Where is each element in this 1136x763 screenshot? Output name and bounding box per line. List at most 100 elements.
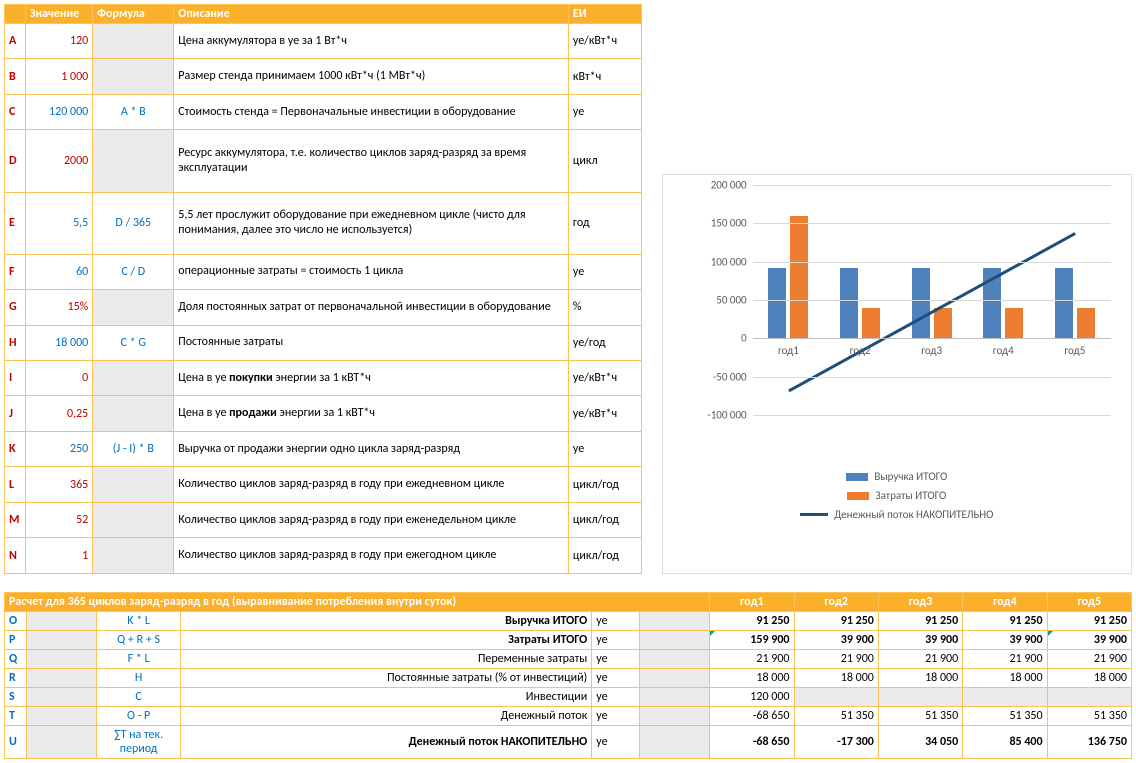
row-value[interactable]: 60: [25, 254, 93, 289]
y-axis-label: 100 000: [687, 255, 747, 268]
row-unit: уе: [592, 726, 640, 759]
row-empty: [639, 612, 709, 631]
row-yearval[interactable]: 91 250: [710, 612, 794, 631]
row-yearval[interactable]: [1047, 688, 1131, 707]
row-desc: Доля постоянных затрат от первоначальной…: [174, 290, 569, 325]
row-yearval[interactable]: 34 050: [878, 726, 962, 759]
row-yearval[interactable]: 39 900: [1047, 631, 1131, 650]
row-unit: уе: [592, 669, 640, 688]
col-value: Значение: [25, 5, 93, 24]
row-yearval[interactable]: -17 300: [794, 726, 878, 759]
row-yearval[interactable]: 91 250: [794, 612, 878, 631]
row-letter: K: [5, 431, 26, 466]
params-row: C120 000A * BСтоимость стенда = Первонач…: [5, 94, 642, 129]
row-value[interactable]: 0,25: [25, 396, 93, 431]
row-yearval[interactable]: 136 750: [1047, 726, 1131, 759]
row-yearval[interactable]: [794, 688, 878, 707]
row-value[interactable]: 120: [25, 24, 93, 59]
x-axis-label: год1: [758, 344, 818, 357]
row-letter: U: [5, 726, 27, 759]
row-blank: [26, 631, 96, 650]
row-unit: уе/кВт*ч: [568, 24, 641, 59]
row-yearval[interactable]: -68 650: [710, 726, 794, 759]
row-formula: H: [96, 669, 180, 688]
row-yearval[interactable]: 51 350: [963, 707, 1047, 726]
row-yearval[interactable]: -68 650: [710, 707, 794, 726]
row-yearval[interactable]: [963, 688, 1047, 707]
row-value[interactable]: 365: [25, 467, 93, 502]
row-yearval[interactable]: 21 900: [794, 650, 878, 669]
row-yearval[interactable]: [878, 688, 962, 707]
col-desc: Описание: [174, 5, 569, 24]
row-letter: B: [5, 59, 26, 94]
row-yearval[interactable]: 18 000: [1047, 669, 1131, 688]
params-row: N1Количество циклов заряд-разряд в году …: [5, 538, 642, 574]
row-yearval[interactable]: 51 350: [878, 707, 962, 726]
row-value[interactable]: 15%: [25, 290, 93, 325]
calc-row: SCИнвестицииуе120 000: [5, 688, 1132, 707]
row-letter: I: [5, 361, 26, 396]
legend-swatch-blue: [846, 473, 868, 481]
legend-item-costs: Затраты ИТОГО: [675, 489, 1119, 502]
row-value[interactable]: 52: [25, 502, 93, 537]
row-yearval[interactable]: 21 900: [1047, 650, 1131, 669]
row-unit: цикл/год: [568, 502, 641, 537]
row-yearval[interactable]: 18 000: [878, 669, 962, 688]
row-desc: Цена аккумулятора в уе за 1 Вт*ч: [174, 24, 569, 59]
row-formula: [93, 24, 174, 59]
row-unit: уе: [592, 612, 640, 631]
row-letter: F: [5, 254, 26, 289]
row-yearval[interactable]: 120 000: [710, 688, 794, 707]
row-yearval[interactable]: 18 000: [794, 669, 878, 688]
row-unit: цикл: [568, 130, 641, 192]
row-formula: [93, 130, 174, 192]
row-yearval[interactable]: 51 350: [1047, 707, 1131, 726]
row-value[interactable]: 18 000: [25, 325, 93, 360]
row-letter: Q: [5, 650, 27, 669]
row-value[interactable]: 1: [25, 538, 93, 574]
chart-legend: Выручка ИТОГО Затраты ИТОГО Денежный пот…: [675, 470, 1119, 521]
row-yearval[interactable]: 21 900: [963, 650, 1047, 669]
row-yearval[interactable]: 91 250: [963, 612, 1047, 631]
params-row: M52Количество циклов заряд-разряд в году…: [5, 502, 642, 537]
row-value[interactable]: 0: [25, 361, 93, 396]
row-yearval[interactable]: 91 250: [878, 612, 962, 631]
row-yearval[interactable]: 39 900: [963, 631, 1047, 650]
col-year: год1: [710, 593, 794, 612]
row-yearval[interactable]: 85 400: [963, 726, 1047, 759]
gridline: [753, 338, 1111, 339]
row-yearval[interactable]: 159 900: [710, 631, 794, 650]
row-yearval[interactable]: 39 900: [794, 631, 878, 650]
gridline: [753, 377, 1111, 378]
row-letter: H: [5, 325, 26, 360]
row-desc: Ресурс аккумулятора, т.е. количество цик…: [174, 130, 569, 192]
row-value[interactable]: 120 000: [25, 94, 93, 129]
row-empty: [639, 631, 709, 650]
gridline: [753, 300, 1111, 301]
row-value[interactable]: 5,5: [25, 192, 93, 254]
row-unit: цикл/год: [568, 467, 641, 502]
col-year: год4: [963, 593, 1047, 612]
row-value[interactable]: 1 000: [25, 59, 93, 94]
params-row: B1 000Размер стенда принимаем 1000 кВт*ч…: [5, 59, 642, 94]
row-value[interactable]: 2000: [25, 130, 93, 192]
row-yearval[interactable]: 18 000: [710, 669, 794, 688]
legend-label: Затраты ИТОГО: [875, 489, 946, 502]
row-formula: [93, 361, 174, 396]
params-row: J0,25Цена в уе продажи энергии за 1 кВТ*…: [5, 396, 642, 431]
row-value[interactable]: 250: [25, 431, 93, 466]
row-yearval[interactable]: 18 000: [963, 669, 1047, 688]
row-yearval[interactable]: 21 900: [710, 650, 794, 669]
row-yearval[interactable]: 21 900: [878, 650, 962, 669]
params-row: L365Количество циклов заряд-разряд в год…: [5, 467, 642, 502]
row-letter: E: [5, 192, 26, 254]
row-formula: C * G: [93, 325, 174, 360]
row-desc: Выручка от продажи энергии одно цикла за…: [174, 431, 569, 466]
row-formula: [93, 538, 174, 574]
row-yearval[interactable]: 91 250: [1047, 612, 1131, 631]
chart-plot-area: -100 000-50 000050 000100 000150 000200 …: [685, 185, 1115, 415]
row-yearval[interactable]: 51 350: [794, 707, 878, 726]
row-letter: J: [5, 396, 26, 431]
row-yearval[interactable]: 39 900: [878, 631, 962, 650]
row-letter: T: [5, 707, 27, 726]
